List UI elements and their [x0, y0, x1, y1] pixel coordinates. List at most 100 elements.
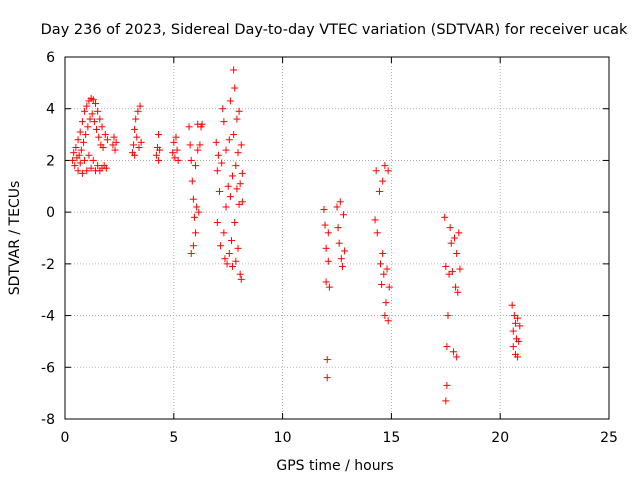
data-point [508, 301, 516, 309]
data-point [378, 281, 386, 289]
x-tick-label: 15 [382, 430, 400, 446]
data-point [441, 213, 449, 221]
data-point [229, 262, 237, 270]
data-point [452, 283, 460, 291]
data-point [83, 102, 91, 110]
data-point [449, 348, 457, 356]
data-point [85, 151, 93, 159]
y-axis-label: SDTVAR / TECUs [7, 181, 23, 296]
plot-frame [64, 56, 610, 420]
data-point [155, 156, 163, 164]
data-point [192, 229, 200, 237]
y-tick-label: 4 [46, 102, 55, 118]
data-point [226, 97, 234, 105]
data-point [233, 185, 241, 193]
y-tick-labels: -8 -6 -4 -2 0 2 4 6 [41, 50, 55, 428]
data-point [198, 120, 206, 128]
data-point [379, 250, 387, 258]
data-point [236, 270, 244, 278]
data-point [94, 162, 102, 170]
data-point [86, 115, 94, 123]
data-point [232, 257, 240, 265]
data-point [70, 149, 78, 157]
data-point [71, 162, 79, 170]
x-axis-label: GPS time / hours [276, 458, 393, 474]
data-point [446, 224, 454, 232]
data-point [515, 337, 523, 345]
data-point [340, 211, 348, 219]
data-point [448, 268, 456, 276]
data-point [381, 312, 389, 320]
data-point [137, 138, 145, 146]
data-point [82, 131, 90, 139]
data-point [338, 262, 346, 270]
x-tick-label: 0 [61, 430, 70, 446]
data-point [371, 216, 379, 224]
data-point [131, 151, 139, 159]
data-point [337, 255, 345, 263]
data-point [234, 149, 242, 157]
data-point [136, 102, 144, 110]
x-tick-label: 20 [491, 430, 509, 446]
data-point [90, 118, 98, 126]
data-point [453, 250, 461, 258]
data-point [133, 133, 141, 141]
data-point [384, 317, 392, 325]
data-point [98, 123, 106, 131]
data-point [88, 110, 96, 118]
data-point [221, 255, 229, 263]
data-point [156, 146, 164, 154]
data-point [325, 283, 333, 291]
data-point [172, 133, 180, 141]
data-point [77, 146, 85, 154]
data-point [84, 123, 92, 131]
data-point [78, 118, 86, 126]
data-point [455, 229, 463, 237]
grid [64, 56, 610, 420]
data-point [72, 144, 80, 151]
data-point [224, 182, 232, 190]
data-point [382, 299, 390, 307]
data-point [99, 144, 107, 151]
data-point [93, 125, 101, 133]
data-point [509, 327, 517, 335]
data-point [89, 96, 97, 104]
y-tick-label: 0 [46, 205, 55, 221]
data-point [89, 156, 97, 164]
data-point [226, 193, 234, 201]
data-point [322, 278, 330, 286]
data-point [94, 107, 102, 115]
data-point [135, 144, 143, 151]
data-point [196, 141, 204, 149]
data-point [377, 260, 385, 268]
data-point [189, 242, 197, 250]
data-point [225, 250, 233, 258]
data-point [75, 151, 83, 159]
y-tick-label: 2 [46, 153, 55, 169]
data-point [174, 156, 182, 164]
data-point [238, 169, 246, 177]
data-point [131, 125, 139, 133]
data-point [230, 131, 238, 139]
data-point [385, 283, 393, 291]
y-tick-label: -6 [41, 360, 55, 376]
data-point [231, 84, 239, 92]
data-point [169, 149, 177, 157]
data-point [380, 270, 388, 278]
data-point [212, 138, 220, 146]
y-tick-label: -2 [41, 257, 55, 273]
data-point [76, 159, 84, 167]
data-point [213, 218, 221, 226]
data-point [237, 141, 245, 149]
data-point [234, 244, 242, 252]
data-point [229, 172, 237, 180]
data-point [111, 146, 119, 154]
data-point [222, 203, 230, 211]
data-point [236, 180, 244, 188]
data-point [232, 162, 240, 170]
data-point [79, 138, 87, 146]
data-point [130, 141, 138, 149]
data-point [514, 314, 522, 322]
data-point [69, 156, 77, 164]
data-point [456, 265, 464, 273]
